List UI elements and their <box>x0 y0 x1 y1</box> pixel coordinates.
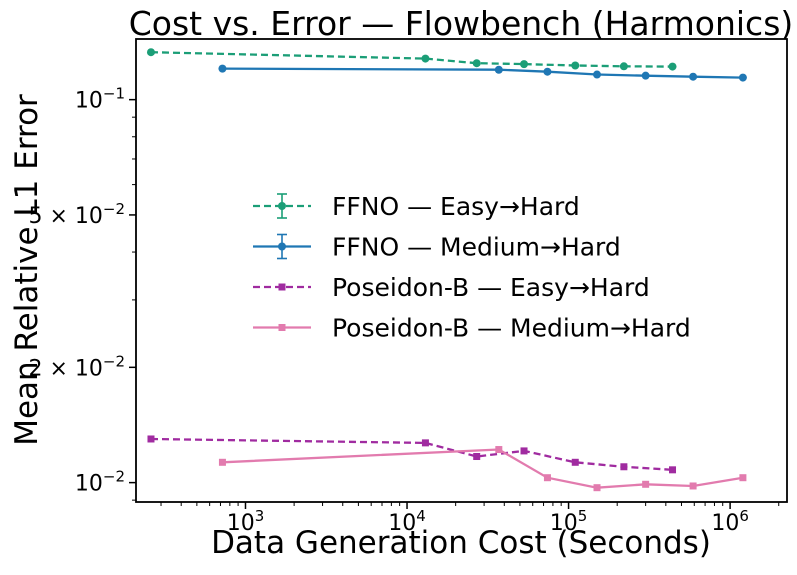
series-2-marker <box>571 458 579 466</box>
x-tick-label: 105 <box>550 507 588 536</box>
x-tick-label: 103 <box>227 507 265 536</box>
series-2-marker <box>473 453 481 461</box>
y-tick-label: 5 × 10−2 <box>28 200 125 229</box>
series-1-marker <box>641 71 650 80</box>
legend-label-2: Poseidon-B — Easy→Hard <box>332 273 650 302</box>
series-0-line <box>150 51 673 68</box>
y-tick-label: 10−2 <box>75 468 125 497</box>
series-0-marker <box>520 60 529 69</box>
series-0-marker <box>619 62 628 71</box>
legend-marker-1 <box>278 242 286 251</box>
series-2-marker <box>147 435 155 443</box>
series-1-marker <box>543 67 552 76</box>
x-tick-label: 104 <box>388 507 426 536</box>
plot-frame <box>135 38 788 503</box>
series-1-marker <box>738 73 747 82</box>
legend-label-0: FFNO — Easy→Hard <box>332 192 580 221</box>
series-3-marker <box>739 474 747 482</box>
legend-marker-3 <box>278 324 286 331</box>
y-tick-label: 10−1 <box>75 85 125 114</box>
series-2-marker <box>520 447 528 455</box>
series-2-marker <box>421 439 429 447</box>
series-1-marker <box>593 70 602 79</box>
series-2-marker <box>620 463 628 471</box>
series-0-marker <box>571 61 580 70</box>
series-0-marker <box>146 48 155 57</box>
series-0-marker <box>668 62 677 71</box>
x-axis-label: Data Generation Cost (Seconds) <box>211 525 711 561</box>
legend-label-1: FFNO — Medium→Hard <box>332 233 621 262</box>
series-3-marker <box>495 446 503 454</box>
legend-marker-0 <box>278 202 286 210</box>
series-3-marker <box>218 458 226 466</box>
series-0-marker <box>421 54 430 63</box>
y-tick-label: 2 × 10−2 <box>28 352 125 381</box>
series-3-marker <box>642 480 650 488</box>
series-1-line <box>222 67 743 79</box>
series-3-marker <box>689 482 697 490</box>
series-3-marker <box>593 484 601 492</box>
y-axis-label: Mean Relative L1 Error <box>9 94 45 446</box>
plot-area: 103 104 105 106 10−1 5 × 10−2 2 × 10−2 10−2 FFNO… <box>28 38 788 536</box>
series-2-marker <box>669 466 677 474</box>
series-1-marker <box>689 72 698 81</box>
series-0-marker <box>472 59 481 68</box>
legend-marker-2 <box>278 283 286 291</box>
chart-title: Cost vs. Error — Flowbench (Harmonics) <box>129 4 794 43</box>
series-3-marker <box>543 474 551 482</box>
x-tick-label: 106 <box>711 507 749 536</box>
series-1-marker <box>494 65 503 74</box>
series-1-marker <box>218 64 227 73</box>
legend-label-3: Poseidon-B — Medium→Hard <box>332 314 691 343</box>
